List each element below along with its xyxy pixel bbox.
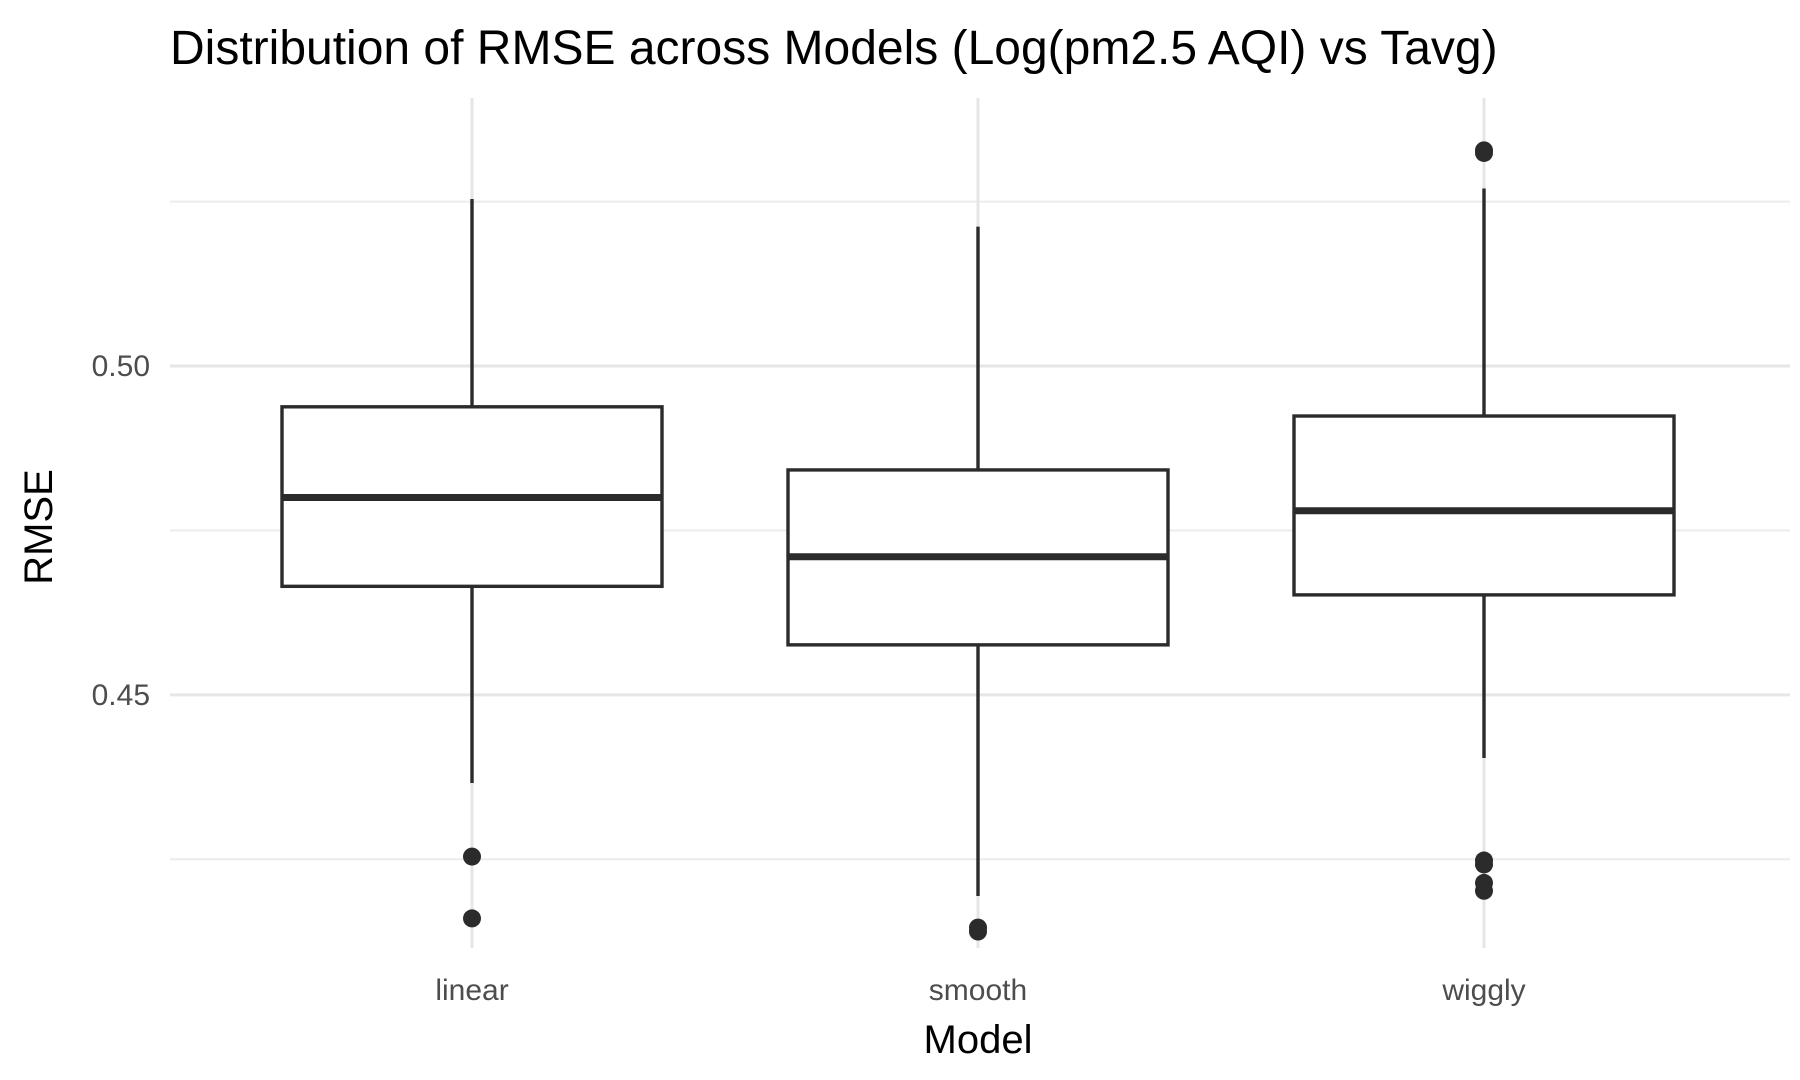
y-tick-label: 0.45: [92, 679, 150, 712]
chart-title: Distribution of RMSE across Models (Log(…: [170, 22, 1498, 75]
outlier-point: [1475, 141, 1493, 160]
x-tick-label: wiggly: [1441, 974, 1525, 1007]
x-axis-tick-labels: linear smooth wiggly: [435, 974, 1525, 1007]
outlier-point: [463, 847, 481, 866]
outlier-point: [1475, 855, 1493, 874]
boxplot-wiggly: [1292, 141, 1676, 900]
y-axis-tick-labels: 0.45 0.50: [92, 350, 150, 712]
outlier-point: [463, 909, 481, 928]
x-tick-label: linear: [435, 974, 508, 1007]
y-axis-title: RMSE: [17, 469, 61, 585]
y-tick-label: 0.50: [92, 350, 150, 383]
x-tick-label: smooth: [929, 974, 1027, 1007]
boxplot-smooth: [786, 226, 1170, 941]
boxplot-linear: [280, 199, 664, 928]
iqr-box: [1292, 414, 1676, 597]
outlier-point: [969, 922, 987, 941]
outlier-point: [1475, 881, 1493, 900]
x-axis-title: Model: [924, 1018, 1033, 1062]
boxplots: [280, 141, 1676, 941]
